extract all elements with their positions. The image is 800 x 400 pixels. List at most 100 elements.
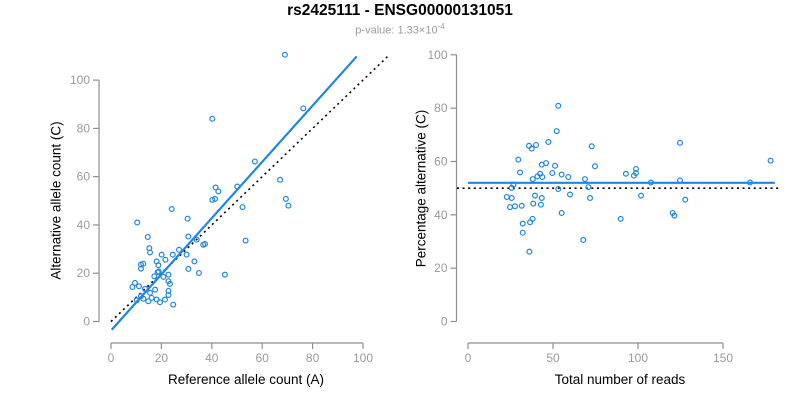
data-point (511, 203, 518, 210)
x-tick-label: 150 (713, 351, 733, 365)
y-tick-label: 20 (77, 266, 91, 280)
y-tick-label: 60 (434, 154, 448, 168)
data-point (545, 139, 552, 146)
data-point (632, 165, 639, 172)
data-point (176, 246, 183, 253)
data-point (517, 169, 524, 176)
data-point (555, 185, 562, 192)
regression-line (110, 55, 358, 331)
data-point (212, 184, 219, 191)
data-point (209, 196, 216, 203)
data-point (129, 283, 136, 290)
data-point (134, 219, 141, 226)
data-point (195, 269, 202, 276)
figure-title: rs2425111 - ENSG00000131051 (287, 2, 513, 19)
x-tick-label: 0 (108, 351, 115, 365)
y-tick-label: 80 (77, 121, 91, 135)
data-point (156, 299, 163, 306)
x-tick-label: 40 (205, 351, 219, 365)
data-point (519, 229, 526, 236)
x-tick-label: 80 (306, 351, 320, 365)
data-point (155, 268, 162, 275)
data-point (558, 171, 565, 178)
data-point (137, 261, 144, 268)
data-point (565, 173, 572, 180)
data-point (165, 271, 172, 278)
data-point (147, 249, 154, 256)
x-tick-label: 100 (353, 351, 373, 365)
data-point (215, 188, 222, 195)
data-point (185, 233, 192, 240)
data-point (185, 265, 192, 272)
data-point (147, 289, 154, 296)
data-point (221, 271, 228, 278)
pvalue-text: p-value: 1.33×10 (355, 24, 438, 37)
data-point (531, 192, 538, 199)
data-point (145, 298, 152, 305)
data-point (543, 160, 550, 167)
data-point (566, 191, 573, 198)
data-point (538, 195, 545, 202)
data-point (581, 176, 588, 183)
data-point (553, 128, 560, 135)
right-yaxis-title: Percentage alternative (C) (413, 109, 429, 268)
data-point (131, 279, 138, 286)
data-point (508, 195, 515, 202)
data-point (209, 115, 216, 122)
y-tick-label: 100 (427, 48, 447, 62)
right-xaxis-title: Total number of reads (554, 372, 686, 387)
data-point (191, 258, 198, 265)
data-point (632, 169, 639, 176)
data-point (527, 219, 534, 226)
data-point (155, 262, 162, 269)
x-tick-label: 100 (628, 351, 648, 365)
left-xaxis-title: Reference allele count (A) (167, 372, 325, 387)
y-tick-label: 0 (83, 315, 90, 329)
data-point (676, 139, 683, 146)
data-point (285, 202, 292, 209)
data-point (591, 163, 598, 170)
data-point (552, 162, 559, 169)
data-point (133, 297, 140, 304)
data-point (671, 212, 678, 219)
data-point (162, 256, 169, 263)
data-point (170, 301, 177, 308)
identity-line (110, 54, 391, 323)
data-point (161, 296, 168, 303)
data-point (676, 177, 683, 184)
data-point (558, 209, 565, 216)
data-point (580, 236, 587, 243)
y-tick-label: 80 (434, 101, 448, 115)
data-point (168, 206, 175, 213)
data-point (183, 251, 190, 258)
data-point (682, 196, 689, 203)
y-tick-label: 60 (77, 170, 91, 184)
data-point (537, 201, 544, 208)
x-tick-label: 50 (546, 351, 560, 365)
data-point (158, 251, 165, 258)
data-point (638, 192, 645, 199)
data-point (530, 200, 537, 207)
data-point (622, 170, 629, 177)
data-point (193, 236, 200, 243)
data-point (242, 237, 249, 244)
data-point (647, 179, 654, 186)
data-point (518, 202, 525, 209)
y-tick-label: 20 (434, 261, 448, 275)
data-point (135, 283, 142, 290)
figure-subtitle: p-value: 1.33×10-4 (0, 22, 800, 37)
data-point (169, 251, 176, 258)
data-point (140, 295, 147, 302)
data-point (281, 51, 288, 58)
y-tick-label: 0 (441, 315, 448, 329)
y-tick-label: 40 (434, 208, 448, 222)
x-tick-label: 60 (256, 351, 270, 365)
data-point (587, 195, 594, 202)
data-point (282, 195, 289, 202)
data-point (528, 145, 535, 152)
data-point (277, 176, 284, 183)
data-point (526, 248, 533, 255)
data-point (137, 265, 144, 272)
pvalue-exponent: -4 (437, 22, 445, 31)
